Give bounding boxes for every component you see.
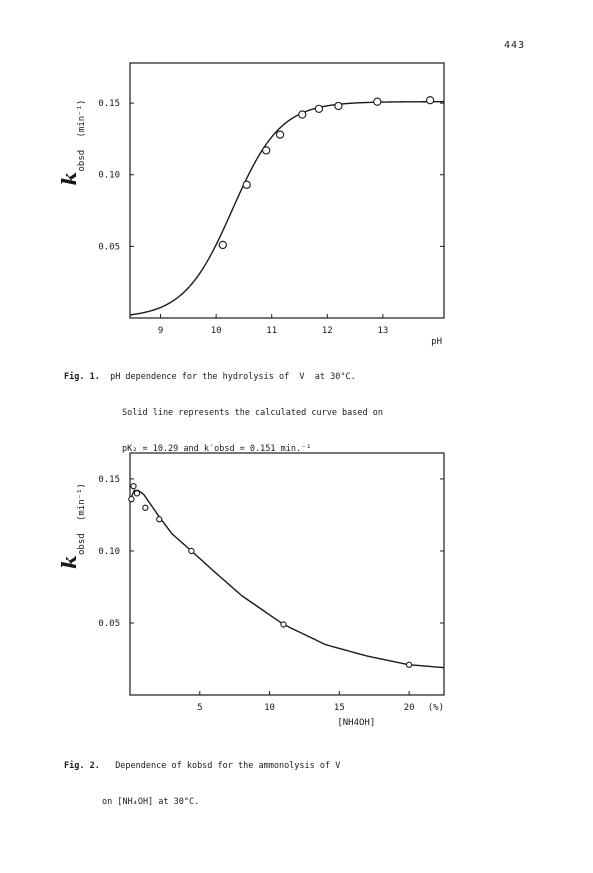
y-tick-label: 0.10 <box>98 547 120 557</box>
x-tick-label: 10 <box>264 703 275 713</box>
data-point <box>133 490 141 497</box>
figure2-caption-line: on [NH₄OH] at 30°C. <box>102 797 200 807</box>
data-point <box>405 661 413 668</box>
y-axis-label: k <box>57 555 81 569</box>
data-point <box>142 504 149 511</box>
data-point <box>275 130 285 139</box>
y-axis-title: kobsd (min⁻¹) <box>57 483 87 569</box>
x-axis-unit: (%) <box>428 703 444 713</box>
fit-curve <box>129 489 445 669</box>
data-point <box>425 96 435 105</box>
page-number: 443 <box>504 40 526 51</box>
y-axis-label: k <box>57 172 81 186</box>
y-axis-title: kobsd (min⁻¹) <box>57 100 87 186</box>
data-point <box>373 97 382 106</box>
plot-frame <box>129 62 445 319</box>
data-point <box>314 104 324 113</box>
x-axis-title: [NH4OH] <box>337 718 375 728</box>
fit-curve <box>129 101 444 316</box>
y-tick-label: 0.10 <box>98 171 120 181</box>
x-tick-label: 15 <box>334 703 345 713</box>
y-tick-label: 0.05 <box>98 242 120 252</box>
y-tick-label: 0.15 <box>98 99 120 109</box>
figure2-caption: Fig. 2. Dependence of kobsd for the ammo… <box>64 736 340 820</box>
figure1-caption-line: pK₂ = 10.29 and k′obsd = 0.151 min.⁻¹ <box>122 444 312 454</box>
data-point <box>262 146 271 155</box>
figure1-caption-line: Solid line represents the calculated cur… <box>122 408 383 418</box>
y-axis-label-subscript: obsd <box>77 150 87 172</box>
data-point <box>298 110 307 119</box>
figure2-caption-line: Dependence of kobsd for the ammonolysis … <box>115 761 341 771</box>
data-point <box>188 547 195 555</box>
figure2-caption-label: Fig. 2. <box>64 761 100 771</box>
plot-frame <box>129 452 445 696</box>
x-axis-title: pH <box>431 337 442 347</box>
data-point <box>218 240 227 250</box>
y-axis-label-subscript: obsd <box>77 533 87 555</box>
x-tick-label: 12 <box>322 326 333 336</box>
y-axis-unit: (min⁻¹) <box>77 483 87 521</box>
data-point <box>280 621 287 628</box>
x-tick-label: 11 <box>266 326 277 336</box>
data-point <box>156 516 163 523</box>
x-tick-label: 10 <box>211 326 222 336</box>
data-point <box>334 101 343 111</box>
figure1-caption-line: pH dependence for the hydrolysis of V at… <box>110 372 356 382</box>
data-point <box>242 180 251 189</box>
y-tick-label: 0.15 <box>98 475 120 485</box>
x-tick-label: 20 <box>404 703 415 713</box>
x-tick-label: 13 <box>377 326 388 336</box>
x-tick-label: 5 <box>197 703 202 713</box>
y-axis-unit: (min⁻¹) <box>77 100 87 138</box>
x-tick-label: 9 <box>158 326 163 336</box>
data-point <box>128 495 135 503</box>
data-point <box>130 482 137 490</box>
figure1-caption-label: Fig. 1. <box>64 372 100 382</box>
y-tick-label: 0.05 <box>98 619 120 629</box>
figure1-caption: Fig. 1. pH dependence for the hydrolysis… <box>64 347 383 467</box>
